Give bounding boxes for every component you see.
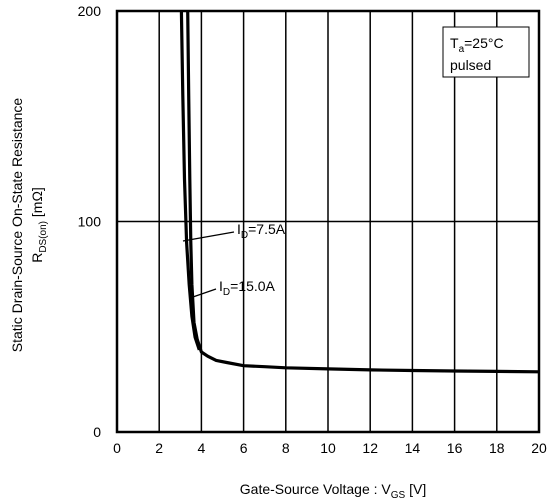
y-axis-title: Static Drain-Source On-State Resistance … bbox=[9, 98, 49, 353]
series-line-1 bbox=[186, 10, 540, 374]
x-tick-label: 10 bbox=[320, 440, 336, 456]
y-tick-labels: 0 100 200 bbox=[78, 3, 102, 440]
y-tick-label: 0 bbox=[93, 424, 101, 440]
conditions-box: Ta=25°C pulsed bbox=[442, 26, 530, 78]
grid bbox=[117, 11, 539, 432]
y-axis-title-line1: Static Drain-Source On-State Resistance bbox=[9, 98, 25, 353]
x-tick-labels: 0 2 4 6 8 10 12 14 16 18 20 bbox=[113, 440, 547, 456]
condition-pulsed: pulsed bbox=[450, 57, 491, 73]
x-tick-label: 8 bbox=[282, 440, 290, 456]
series-text-15a: ID=15.0A bbox=[219, 278, 276, 298]
curves bbox=[179, 10, 540, 374]
x-tick-label: 14 bbox=[405, 440, 421, 456]
x-tick-label: 16 bbox=[447, 440, 463, 456]
conditions-frame bbox=[442, 26, 530, 78]
x-tick-label: 0 bbox=[113, 440, 121, 456]
series-leader-15a bbox=[189, 288, 217, 299]
condition-temperature: Ta=25°C bbox=[450, 35, 504, 55]
series-label-7-5a: ID=7.5A bbox=[182, 221, 286, 242]
y-tick-label: 200 bbox=[78, 3, 102, 19]
x-tick-label: 18 bbox=[489, 440, 505, 456]
x-tick-label: 20 bbox=[531, 440, 547, 456]
series-text-7-5a: ID=7.5A bbox=[237, 221, 286, 241]
y-tick-label: 100 bbox=[78, 214, 102, 230]
series-label-15a: ID=15.0A bbox=[189, 278, 276, 299]
plot-frame bbox=[115, 9, 541, 434]
series-leader-7-5a bbox=[182, 231, 235, 242]
x-tick-label: 6 bbox=[240, 440, 248, 456]
x-axis-title: Gate-Source Voltage : VGS [V] bbox=[240, 481, 426, 501]
y-axis-title-line2: RDS(on) [mΩ] bbox=[29, 187, 49, 263]
x-tick-label: 12 bbox=[362, 440, 378, 456]
x-tick-label: 4 bbox=[198, 440, 206, 456]
x-tick-label: 2 bbox=[155, 440, 163, 456]
